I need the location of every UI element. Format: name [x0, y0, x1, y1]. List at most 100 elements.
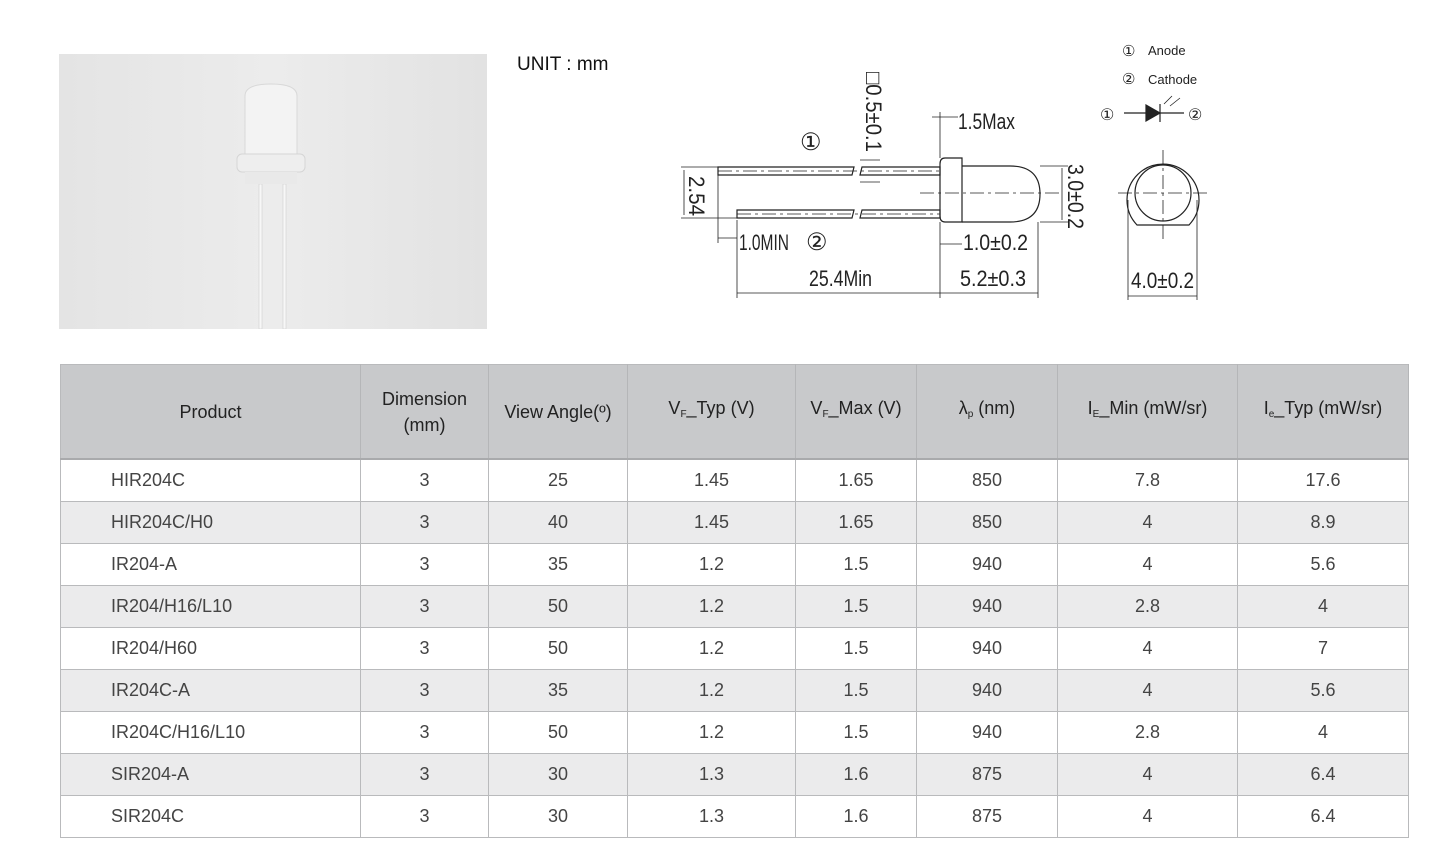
- cell-view-angle: 40: [488, 501, 628, 544]
- flange-thickness-label: 1.0±0.2: [963, 230, 1028, 255]
- led-front-view: [1118, 150, 1210, 300]
- cell-vf-max: 1.65: [795, 458, 917, 502]
- header-view-angle: View Angle(º): [488, 364, 628, 460]
- cell-ie-min: 2.8: [1057, 711, 1238, 754]
- cell-view-angle: 50: [488, 585, 628, 628]
- cell-vf-typ: 1.2: [627, 627, 796, 670]
- cell-dimension: 3: [360, 795, 489, 838]
- header-peak-wavelength: λp (nm): [916, 364, 1058, 460]
- cell-product: IR204C/H16/L10: [60, 711, 361, 754]
- lead-length-label: 25.4Min: [809, 266, 872, 291]
- cell-vf-max: 1.5: [795, 585, 917, 628]
- cell-ie-typ: 6.4: [1237, 753, 1409, 796]
- h-main: V: [668, 398, 681, 418]
- h-rest: _Typ (mW/sr): [1274, 398, 1383, 418]
- cell-ie-min: 4: [1057, 753, 1238, 796]
- pin1-marker: ①: [800, 129, 822, 156]
- unit-label: UNIT : mm: [517, 54, 609, 75]
- cell-ie-typ: 6.4: [1237, 795, 1409, 838]
- h-rest: (nm): [973, 398, 1016, 418]
- h-sub: F: [680, 409, 687, 420]
- cell-vf-max: 1.5: [795, 711, 917, 754]
- cell-view-angle: 35: [488, 669, 628, 712]
- flange-diameter-label: 4.0±0.2: [1131, 268, 1194, 293]
- cell-ie-typ: 17.6: [1237, 458, 1409, 502]
- h-sub: e: [1268, 409, 1275, 420]
- header-dimension: Dimension (mm): [360, 364, 489, 460]
- h-rest: _Min (mW/sr): [1099, 398, 1208, 418]
- cell-view-angle: 25: [488, 458, 628, 502]
- diode-pin2: ②: [1188, 107, 1202, 124]
- header-product: Product: [60, 364, 361, 460]
- cell-vf-typ: 1.3: [627, 753, 796, 796]
- dimension-drawing: ① ② ① Anode ② Cathode ① 1.5Max 1.0MIN ② …: [681, 43, 1210, 300]
- cell-vf-typ: 1.45: [627, 501, 796, 544]
- table-row: IR204/H16/L10 3 50 1.2 1.5 940 2.8 4: [60, 585, 1409, 628]
- pitch-label: 2.54: [684, 176, 709, 216]
- cell-ie-min: 4: [1057, 669, 1238, 712]
- cell-dimension: 3: [360, 627, 489, 670]
- header-dimension-unit: (mm): [403, 414, 446, 435]
- diode-pin1: ①: [1100, 107, 1114, 124]
- led-body-side: [920, 157, 1062, 223]
- cell-ie-min: 4: [1057, 543, 1238, 586]
- cell-ie-min: 4: [1057, 795, 1238, 838]
- table-row: SIR204-A 3 30 1.3 1.6 875 4 6.4: [60, 753, 1409, 796]
- header-vf-max: VF_Max (V): [795, 364, 917, 460]
- led-image: [236, 83, 306, 330]
- cell-peak-wavelength: 940: [916, 585, 1058, 628]
- cell-product: SIR204-A: [60, 753, 361, 796]
- h-main: I: [1087, 398, 1093, 418]
- cell-vf-max: 1.5: [795, 543, 917, 586]
- product-table: Product Dimension (mm) View Angle(º) VF_T…: [60, 364, 1409, 838]
- cell-dimension: 3: [360, 585, 489, 628]
- cell-view-angle: 50: [488, 627, 628, 670]
- cell-peak-wavelength: 875: [916, 753, 1058, 796]
- cell-ie-min: 2.8: [1057, 585, 1238, 628]
- cell-vf-typ: 1.45: [627, 458, 796, 502]
- cell-dimension: 3: [360, 753, 489, 796]
- cell-peak-wavelength: 850: [916, 458, 1058, 502]
- table-header-row: Product Dimension (mm) View Angle(º) VF_T…: [60, 364, 1409, 460]
- cell-ie-min: 7.8: [1057, 458, 1238, 502]
- cell-ie-typ: 4: [1237, 711, 1409, 754]
- cell-peak-wavelength: 940: [916, 669, 1058, 712]
- cell-dimension: 3: [360, 543, 489, 586]
- cell-peak-wavelength: 940: [916, 627, 1058, 670]
- cell-product: HIR204C/H0: [60, 501, 361, 544]
- cell-ie-typ: 4: [1237, 585, 1409, 628]
- cell-vf-typ: 1.2: [627, 543, 796, 586]
- cell-view-angle: 35: [488, 543, 628, 586]
- product-photo: [59, 54, 487, 330]
- cell-view-angle: 50: [488, 711, 628, 754]
- cell-ie-typ: 8.9: [1237, 501, 1409, 544]
- cell-ie-typ: 5.6: [1237, 669, 1409, 712]
- cell-ie-min: 4: [1057, 627, 1238, 670]
- lead-anode: [717, 166, 941, 176]
- cell-dimension: 3: [360, 501, 489, 544]
- cell-vf-max: 1.5: [795, 669, 917, 712]
- cell-vf-max: 1.5: [795, 627, 917, 670]
- header-vf-typ: VF_Typ (V): [627, 364, 796, 460]
- flange-max-label: 1.5Max: [958, 109, 1015, 134]
- cell-vf-typ: 1.2: [627, 711, 796, 754]
- cell-product: SIR204C: [60, 795, 361, 838]
- body-length-label: 5.2±0.3: [960, 266, 1026, 291]
- cell-product: IR204/H60: [60, 627, 361, 670]
- h-rest: _Typ (V): [686, 398, 755, 418]
- h-sub: p: [967, 409, 974, 420]
- legend-marker-1: ①: [1122, 43, 1135, 60]
- cell-peak-wavelength: 850: [916, 501, 1058, 544]
- cell-vf-typ: 1.2: [627, 585, 796, 628]
- cell-product: IR204/H16/L10: [60, 585, 361, 628]
- legend-anode: Anode: [1148, 43, 1186, 58]
- legend-cathode: Cathode: [1148, 72, 1197, 87]
- legend-marker-2: ②: [1122, 71, 1135, 88]
- pin2-marker: ②: [806, 229, 828, 256]
- h-sub: F: [822, 409, 829, 420]
- cell-ie-typ: 7: [1237, 627, 1409, 670]
- lead-width-label: □0.5±0.1: [861, 72, 886, 152]
- table-row: HIR204C/H0 3 40 1.45 1.65 850 4 8.9: [60, 501, 1409, 544]
- table-row: HIR204C 3 25 1.45 1.65 850 7.8 17.6: [60, 458, 1409, 502]
- body-diameter-label: 3.0±0.2: [1063, 164, 1088, 229]
